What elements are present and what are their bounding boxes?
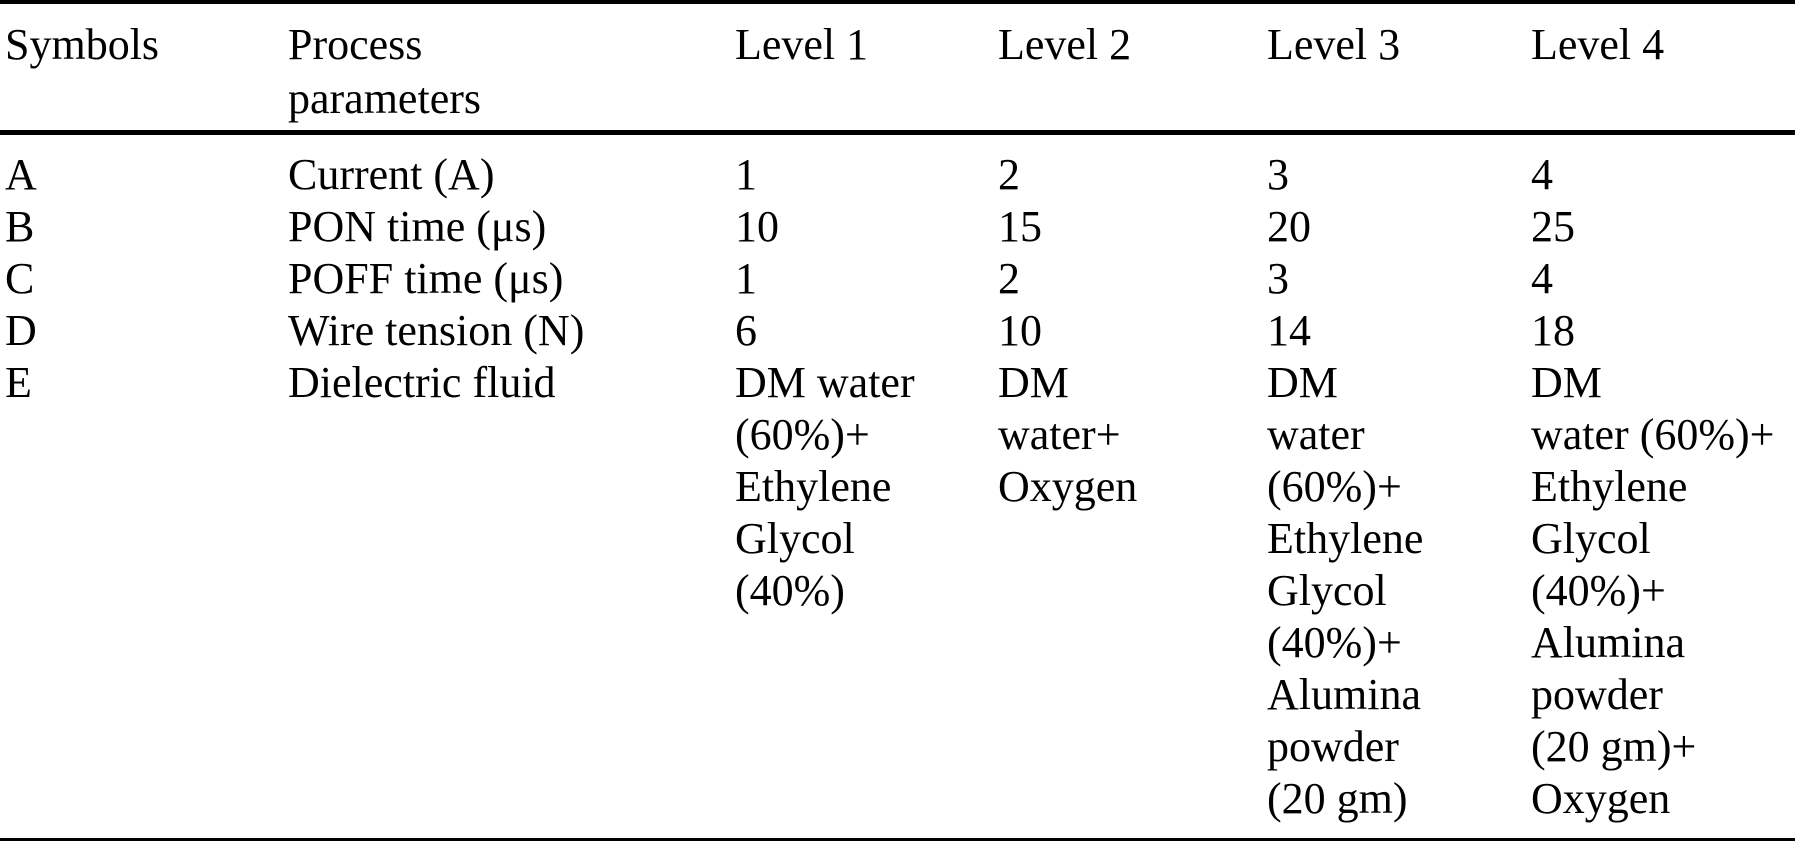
level-2-cell: 10 [998, 306, 1042, 355]
level-1-cell: DM water (60%)+ Ethylene Glycol (40%) [735, 358, 915, 615]
column-header-process-parameters: Process parameters [288, 2, 735, 135]
level-1-cell: 6 [735, 306, 757, 355]
table-row-pon-time: B PON time (μs) 10 15 20 25 [0, 201, 1795, 253]
table-row-dielectric-fluid: E Dielectric fluid DM water (60%)+ Ethyl… [0, 357, 1795, 841]
level-4-cell: DM water (60%)+ Ethylene Glycol (40%)+ A… [1531, 358, 1775, 823]
symbol-cell: D [5, 306, 37, 355]
parameter-cell: PON time (μs) [288, 202, 547, 251]
column-header-level-3: Level 3 [1267, 2, 1531, 135]
level-3-cell: 14 [1267, 306, 1311, 355]
parameter-cell: POFF time (μs) [288, 254, 564, 303]
level-4-cell: 4 [1531, 254, 1553, 303]
symbol-cell: B [5, 202, 35, 251]
symbol-cell: E [5, 358, 32, 407]
level-4-cell: 4 [1531, 150, 1553, 199]
parameter-cell: Dielectric fluid [288, 358, 556, 407]
level-2-cell: 2 [998, 150, 1020, 199]
header-row: Symbols Process parameters Level 1 Level… [0, 2, 1795, 135]
level-2-cell: 2 [998, 254, 1020, 303]
level-3-cell: 3 [1267, 254, 1289, 303]
parameter-cell: Wire tension (N) [288, 306, 585, 355]
table-row-poff-time: C POFF time (μs) 1 2 3 4 [0, 253, 1795, 305]
level-3-cell: 20 [1267, 202, 1311, 251]
symbol-cell: A [5, 150, 37, 199]
level-2-cell: DM water+ Oxygen [998, 358, 1138, 511]
level-4-cell: 18 [1531, 306, 1575, 355]
column-header-symbols: Symbols [0, 2, 288, 135]
level-3-cell: DM water (60%)+ Ethylene Glycol (40%)+ A… [1267, 358, 1424, 823]
column-header-level-2: Level 2 [998, 2, 1267, 135]
parameter-cell: Current (A) [288, 150, 495, 199]
column-header-level-4: Level 4 [1531, 2, 1795, 135]
level-1-cell: 1 [735, 254, 757, 303]
column-header-level-1: Level 1 [735, 2, 998, 135]
level-4-cell: 25 [1531, 202, 1575, 251]
table-row-wire-tension: D Wire tension (N) 6 10 14 18 [0, 305, 1795, 357]
symbol-cell: C [5, 254, 35, 303]
level-1-cell: 10 [735, 202, 779, 251]
table-row-current: A Current (A) 1 2 3 4 [0, 133, 1795, 202]
level-1-cell: 1 [735, 150, 757, 199]
level-2-cell: 15 [998, 202, 1042, 251]
level-3-cell: 3 [1267, 150, 1289, 199]
